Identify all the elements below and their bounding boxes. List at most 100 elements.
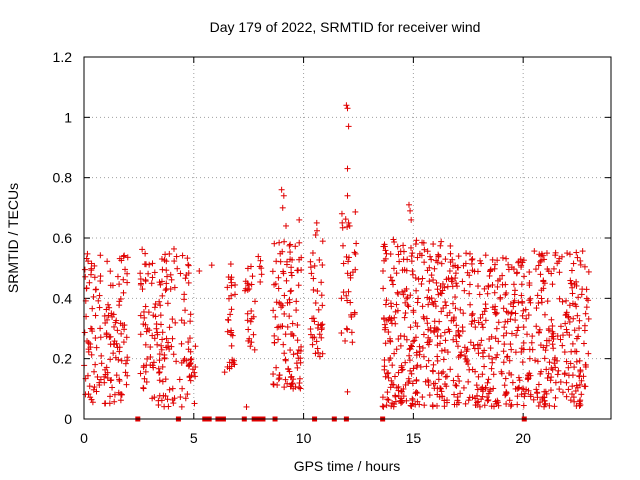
- data-point: [444, 397, 451, 404]
- data-point: [582, 361, 589, 368]
- data-point: [96, 304, 103, 311]
- data-point: [503, 390, 510, 397]
- data-point: [478, 396, 485, 403]
- data-point: [431, 385, 438, 392]
- data-point: [401, 314, 408, 321]
- data-point: [512, 310, 519, 317]
- data-point: [169, 396, 176, 403]
- data-point: [118, 357, 125, 364]
- data-point: [104, 316, 111, 323]
- data-point: [221, 369, 228, 376]
- data-point: [184, 391, 191, 398]
- data-point: [537, 399, 544, 406]
- data-point: [519, 299, 526, 306]
- data-point: [232, 291, 239, 298]
- data-point: [381, 257, 388, 264]
- data-point-outlier: [279, 204, 286, 211]
- data-point: [156, 369, 163, 376]
- data-point: [391, 238, 398, 245]
- data-point: [400, 291, 407, 298]
- data-point: [104, 258, 111, 265]
- data-point: [113, 340, 120, 347]
- data-point: [281, 310, 288, 317]
- data-point: [421, 402, 428, 409]
- data-point-outlier: [312, 231, 319, 238]
- data-point: [390, 381, 397, 388]
- data-point: [435, 251, 442, 258]
- data-point-outlier: [564, 250, 571, 257]
- data-point: [577, 261, 584, 268]
- data-point: [103, 331, 110, 338]
- data-point: [569, 340, 576, 347]
- data-point: [402, 299, 409, 306]
- data-point: [271, 240, 278, 247]
- x-tick-label: 5: [190, 430, 198, 446]
- data-point: [556, 386, 563, 393]
- data-point: [494, 277, 501, 284]
- data-point: [413, 377, 420, 384]
- data-point: [585, 315, 592, 322]
- data-point: [515, 385, 522, 392]
- data-point: [550, 335, 557, 342]
- data-point: [270, 381, 277, 388]
- data-point: [224, 316, 231, 323]
- data-point: [472, 324, 479, 331]
- data-point: [548, 374, 555, 381]
- data-point: [392, 392, 399, 399]
- data-point: [519, 312, 526, 319]
- data-point: [393, 384, 400, 391]
- data-point: [91, 262, 98, 269]
- data-point: [296, 239, 303, 246]
- data-point: [182, 395, 189, 402]
- data-point: [554, 260, 561, 267]
- data-point-outlier: [243, 403, 250, 410]
- data-point: [406, 352, 413, 359]
- data-point: [227, 311, 234, 318]
- data-point: [347, 311, 354, 318]
- data-point: [94, 373, 101, 380]
- data-point: [461, 353, 468, 360]
- data-point: [512, 349, 519, 356]
- data-point: [520, 324, 527, 331]
- data-point: [567, 397, 574, 404]
- data-point: [466, 394, 473, 401]
- data-point: [413, 237, 420, 244]
- data-point: [567, 277, 574, 284]
- data-point: [421, 315, 428, 322]
- data-point: [309, 315, 316, 322]
- data-point: [292, 383, 299, 390]
- data-point: [430, 327, 437, 334]
- data-point: [534, 292, 541, 299]
- data-point: [561, 349, 568, 356]
- data-point: [569, 290, 576, 297]
- data-point: [88, 351, 95, 358]
- data-point: [528, 339, 535, 346]
- data-point: [145, 309, 152, 316]
- plot-frame: [83, 56, 612, 420]
- data-point: [168, 343, 175, 350]
- data-point: [583, 286, 590, 293]
- data-point: [84, 372, 91, 379]
- data-point: [86, 279, 93, 286]
- data-point: [569, 284, 576, 291]
- data-point: [89, 399, 96, 406]
- data-point: [409, 380, 416, 387]
- data-point: [162, 287, 169, 294]
- data-point: [508, 346, 515, 353]
- data-point: [568, 267, 575, 274]
- data-point: [462, 400, 469, 407]
- data-point: [228, 274, 235, 281]
- data-point: [142, 341, 149, 348]
- data-point: [463, 250, 470, 257]
- data-point: [111, 323, 118, 330]
- data-point: [90, 293, 97, 300]
- data-point-outlier: [313, 219, 320, 226]
- data-point: [433, 325, 440, 332]
- data-point: [412, 334, 419, 341]
- data-point: [541, 388, 548, 395]
- data-point: [316, 353, 323, 360]
- data-point: [344, 297, 351, 304]
- data-point: [473, 382, 480, 389]
- data-point: [488, 403, 495, 410]
- data-point: [521, 393, 528, 400]
